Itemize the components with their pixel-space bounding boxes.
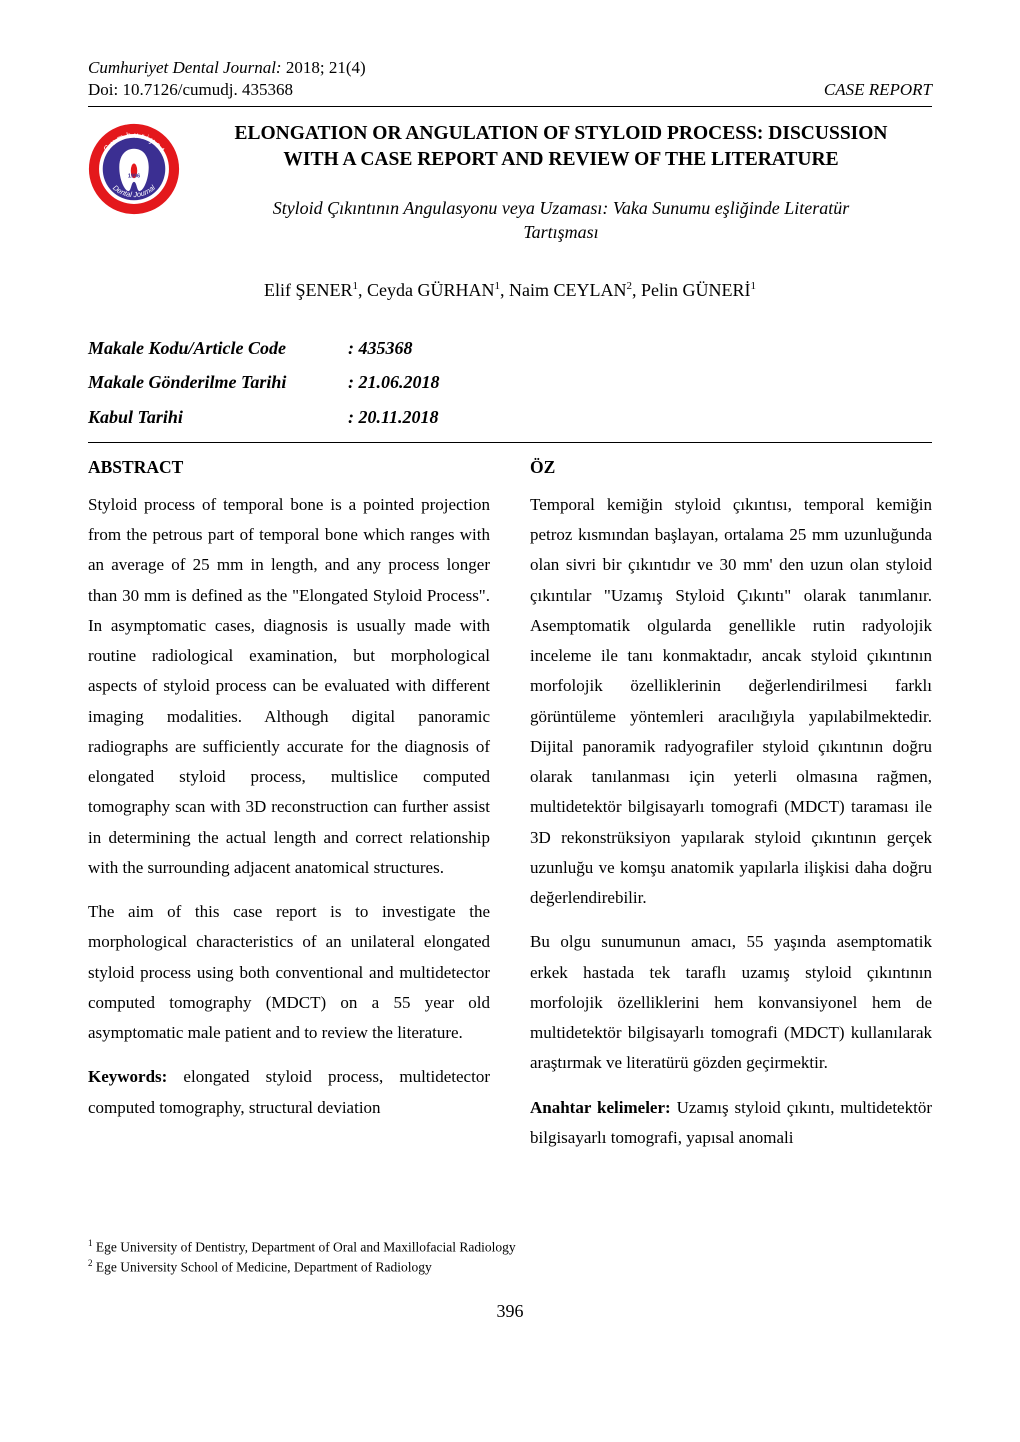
meta-row-accept: Kabul Tarihi : 20.11.2018 xyxy=(88,400,932,434)
abstract-p1: Styloid process of temporal bone is a po… xyxy=(88,490,490,883)
author-3: Naim CEYLAN xyxy=(509,280,626,300)
author-2-affil: 1 xyxy=(495,280,501,292)
meta-rule xyxy=(88,442,932,443)
doi-text: Doi: 10.7126/cumudj. 435368 xyxy=(88,80,293,100)
running-header: Cumhuriyet Dental Journal: 2018; 21(4) xyxy=(88,58,932,78)
abstract-column-en: ABSTRACT Styloid process of temporal bon… xyxy=(88,457,490,1167)
title-tr-line1: Styloid Çıkıntının Angulasyonu veya Uzam… xyxy=(273,198,850,218)
author-1: Elif ŞENER xyxy=(264,280,353,300)
meta-row-sent: Makale Gönderilme Tarihi : 21.06.2018 xyxy=(88,365,932,399)
journal-name: Cumhuriyet Dental Journal: 2018; 21(4) xyxy=(88,58,366,78)
affiliations: 1 Ege University of Dentistry, Departmen… xyxy=(88,1237,932,1277)
article-meta: Makale Kodu/Article Code : 435368 Makale… xyxy=(88,331,932,434)
journal-title: Cumhuriyet Dental Journal: xyxy=(88,58,282,77)
meta-accept-label: Kabul Tarihi xyxy=(88,400,348,434)
keywords-label-tr: Anahtar kelimeler: xyxy=(530,1098,671,1117)
abstract-column-tr: ÖZ Temporal kemiğin styloid çıkıntısı, t… xyxy=(530,457,932,1167)
logo-year: 1996 xyxy=(128,173,140,179)
oz-p2: Bu olgu sunumunun amacı, 55 yaşında asem… xyxy=(530,927,932,1078)
oz-p1: Temporal kemiğin styloid çıkıntısı, temp… xyxy=(530,490,932,914)
affiliation-2: 2 Ege University School of Medicine, Dep… xyxy=(88,1257,932,1277)
abstract-heading: ABSTRACT xyxy=(88,457,490,478)
author-2: Ceyda GÜRHAN xyxy=(367,280,495,300)
meta-accept-value: : 20.11.2018 xyxy=(348,400,439,434)
keywords-label-en: Keywords: xyxy=(88,1067,167,1086)
meta-sent-label: Makale Gönderilme Tarihi xyxy=(88,365,348,399)
abstract-p2: The aim of this case report is to invest… xyxy=(88,897,490,1048)
doc-type: CASE REPORT xyxy=(824,80,932,100)
keywords-en: Keywords: elongated styloid process, mul… xyxy=(88,1062,490,1123)
keywords-tr: Anahtar kelimeler: Uzamış styloid çıkınt… xyxy=(530,1093,932,1154)
affiliation-1: 1 Ege University of Dentistry, Departmen… xyxy=(88,1237,932,1257)
meta-code-value: : 435368 xyxy=(348,331,413,365)
header-rule xyxy=(88,106,932,107)
title-tr-line2: Tartışması xyxy=(523,222,598,242)
author-3-affil: 2 xyxy=(626,280,632,292)
author-4-affil: 1 xyxy=(750,280,756,292)
meta-sent-value: : 21.06.2018 xyxy=(348,365,440,399)
doi-row: Doi: 10.7126/cumudj. 435368 CASE REPORT xyxy=(88,80,932,100)
author-4: Pelin GÜNERİ xyxy=(641,280,751,300)
page-root: Cumhuriyet Dental Journal: 2018; 21(4) D… xyxy=(0,0,1020,1362)
author-1-affil: 1 xyxy=(353,280,359,292)
title-block: 1996 C u m h u r i y e t Dental Journal … xyxy=(88,121,932,244)
title-en-line1: ELONGATION OR ANGULATION OF STYLOID PROC… xyxy=(234,123,887,144)
meta-code-label: Makale Kodu/Article Code xyxy=(88,331,348,365)
author-list: Elif ŞENER1, Ceyda GÜRHAN1, Naim CEYLAN2… xyxy=(88,280,932,301)
title-wrap: ELONGATION OR ANGULATION OF STYLOID PROC… xyxy=(190,121,932,244)
title-english: ELONGATION OR ANGULATION OF STYLOID PROC… xyxy=(190,121,932,174)
page-number: 396 xyxy=(88,1301,932,1322)
oz-heading: ÖZ xyxy=(530,457,932,478)
meta-row-code: Makale Kodu/Article Code : 435368 xyxy=(88,331,932,365)
title-turkish: Styloid Çıkıntının Angulasyonu veya Uzam… xyxy=(220,196,902,245)
affiliation-2-text: Ege University School of Medicine, Depar… xyxy=(93,1260,432,1275)
journal-logo-icon: 1996 C u m h u r i y e t Dental Journal xyxy=(88,123,180,215)
affiliation-1-text: Ege University of Dentistry, Department … xyxy=(93,1240,516,1255)
title-en-line2: WITH A CASE REPORT AND REVIEW OF THE LIT… xyxy=(283,149,838,170)
abstract-columns: ABSTRACT Styloid process of temporal bon… xyxy=(88,457,932,1167)
journal-issue: 2018; 21(4) xyxy=(286,58,366,77)
